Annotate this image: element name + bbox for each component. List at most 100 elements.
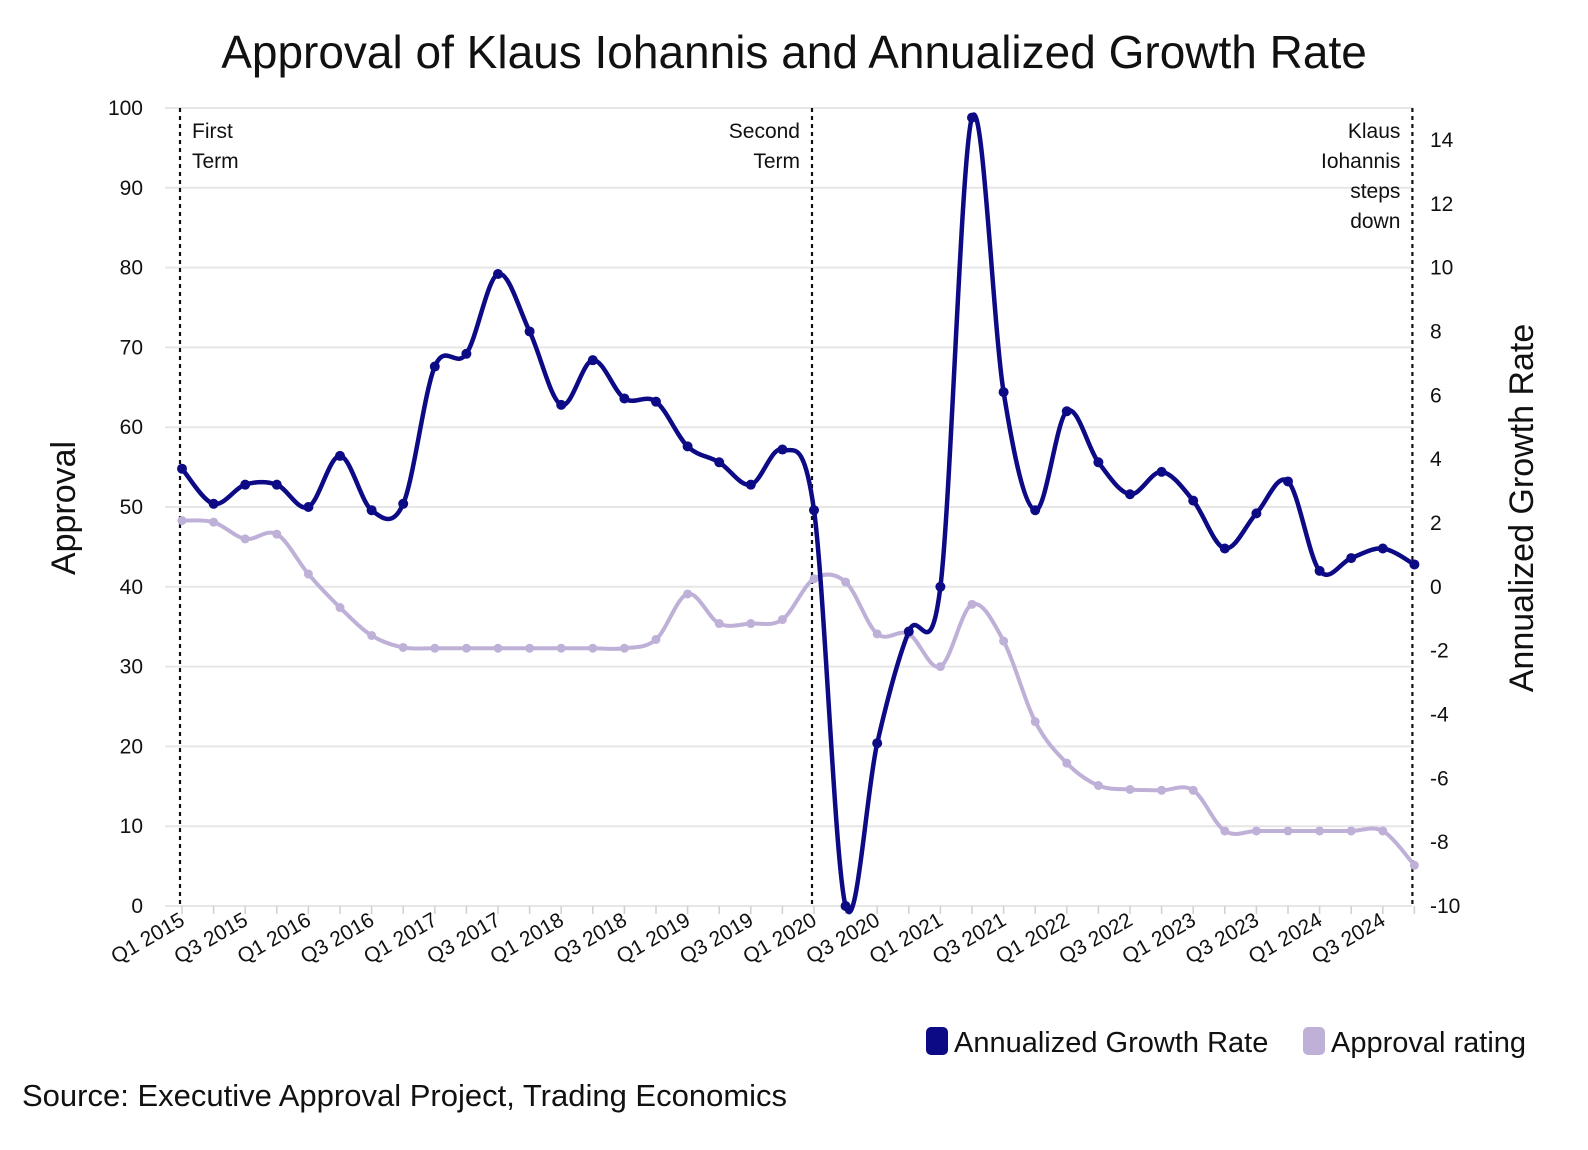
left-tick-label: 30	[120, 656, 143, 679]
right-tick-label: -4	[1430, 703, 1449, 726]
approval-point	[1188, 785, 1198, 795]
growth-point	[208, 498, 219, 509]
legend-label-approval: Approval rating	[1331, 1027, 1526, 1059]
approval-point	[367, 630, 377, 640]
left-tick-label: 60	[120, 416, 143, 439]
approval-point	[967, 599, 977, 609]
series-approval	[177, 516, 1419, 870]
right-tick-label: -8	[1430, 831, 1449, 854]
series-growth	[177, 112, 1420, 915]
annotation-line: Iohannis	[1321, 150, 1400, 173]
left-axis: 0 10 20 30 40 50 60 70 80 90 100	[108, 97, 143, 918]
right-tick-label: 12	[1430, 193, 1453, 216]
approval-point	[1220, 826, 1230, 836]
term-markers	[178, 108, 1414, 906]
approval-point	[841, 577, 851, 587]
left-axis-title: Approval	[45, 441, 83, 575]
growth-point	[177, 463, 187, 474]
growth-point	[556, 399, 567, 410]
growth-line	[180, 112, 1416, 915]
growth-point	[398, 498, 409, 509]
right-tick-label: -2	[1430, 640, 1449, 663]
source-note: Source: Executive Approval Project, Trad…	[22, 1078, 787, 1113]
growth-point	[1251, 508, 1262, 519]
approval-point	[240, 534, 250, 544]
approval-point	[1378, 826, 1388, 836]
approval-point	[619, 643, 629, 653]
annotation-line: down	[1350, 210, 1400, 233]
approval-point	[746, 619, 756, 629]
approval-point	[525, 643, 535, 653]
approval-point	[1093, 781, 1103, 791]
left-tick-label: 90	[120, 177, 143, 200]
growth-point	[271, 479, 282, 490]
right-tick-label: 4	[1430, 448, 1442, 471]
growth-point	[1093, 457, 1104, 468]
growth-point	[1377, 543, 1388, 554]
annotation-line: Term	[753, 150, 800, 173]
growth-point	[303, 502, 314, 512]
approval-point	[777, 615, 787, 625]
right-axis-title: Annualized Growth Rate	[1503, 324, 1541, 693]
left-tick-label: 80	[120, 257, 143, 280]
approval-point	[1157, 785, 1167, 795]
approval-point	[935, 662, 945, 672]
annotation-line: steps	[1350, 180, 1400, 203]
right-tick-label: 6	[1430, 384, 1442, 407]
growth-point	[1283, 476, 1293, 487]
growth-point	[714, 457, 725, 468]
approval-point	[1315, 826, 1325, 836]
growth-point	[903, 626, 914, 637]
growth-point	[809, 505, 819, 516]
growth-point	[682, 441, 693, 452]
approval-point	[1125, 784, 1135, 794]
approval-point	[651, 634, 661, 644]
annotation-line: Klaus	[1348, 120, 1401, 143]
growth-point	[777, 444, 788, 455]
left-tick-label: 0	[131, 895, 143, 918]
left-tick-label: 50	[120, 496, 143, 519]
approval-point	[683, 589, 693, 599]
term-annotations: First Term Second Term Klaus Iohannis steps dow…	[192, 120, 1400, 233]
growth-point	[745, 479, 756, 490]
left-tick-label: 20	[120, 735, 143, 758]
growth-point	[1346, 553, 1357, 564]
growth-point	[1314, 565, 1325, 576]
approval-point	[430, 643, 440, 653]
left-tick-label: 40	[120, 576, 143, 599]
growth-point	[1219, 543, 1230, 554]
growth-point	[524, 326, 535, 337]
approval-point	[209, 517, 219, 527]
growth-point	[872, 738, 883, 749]
growth-point	[366, 505, 377, 516]
x-tick-label: Q3 2024	[1308, 908, 1390, 968]
approval-point	[556, 643, 566, 653]
approval-point	[1283, 826, 1293, 836]
right-tick-label: 0	[1430, 576, 1442, 599]
growth-point	[1030, 505, 1041, 516]
approval-point	[714, 619, 724, 629]
left-tick-label: 100	[108, 97, 143, 120]
approval-point	[588, 643, 598, 653]
growth-point	[619, 393, 630, 404]
series-layer	[177, 112, 1420, 915]
right-tick-label: 14	[1430, 129, 1454, 152]
legend-swatch-growth	[926, 1027, 948, 1055]
growth-point	[1409, 559, 1420, 570]
growth-point	[1156, 466, 1167, 477]
grid-layer	[165, 107, 1412, 907]
approval-point	[1030, 717, 1040, 727]
approval-line	[181, 518, 1416, 867]
legend-label-growth: Annualized Growth Rate	[954, 1027, 1268, 1059]
approval-point	[177, 516, 187, 526]
legend-swatch-approval	[1303, 1027, 1325, 1055]
growth-point	[1061, 406, 1072, 417]
approval-point	[872, 629, 882, 639]
approval-point	[1062, 758, 1072, 768]
growth-point	[651, 396, 661, 407]
approval-point	[493, 643, 503, 653]
annotation-line: First	[192, 120, 233, 143]
growth-point	[1125, 489, 1135, 500]
right-tick-label: -6	[1430, 767, 1449, 790]
